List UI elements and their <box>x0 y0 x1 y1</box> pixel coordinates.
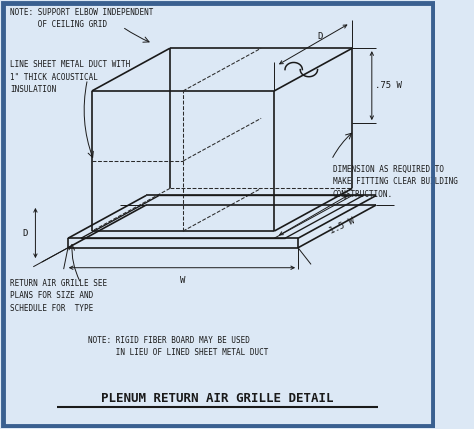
Text: D: D <box>318 32 323 41</box>
Text: NOTE: SUPPORT ELBOW INDEPENDENT
      OF CEILING GRID: NOTE: SUPPORT ELBOW INDEPENDENT OF CEILI… <box>10 8 154 29</box>
Text: LINE SHEET METAL DUCT WITH
1" THICK ACOUSTICAL
INSULATION: LINE SHEET METAL DUCT WITH 1" THICK ACOU… <box>10 60 130 94</box>
Text: W: W <box>180 276 186 285</box>
Text: DIMENSION AS REQUIRED TO
MAKE FITTING CLEAR BUILDING
CONSTRUCTION.: DIMENSION AS REQUIRED TO MAKE FITTING CL… <box>333 165 457 199</box>
Text: NOTE: RIGID FIBER BOARD MAY BE USED
      IN LIEU OF LINED SHEET METAL DUCT: NOTE: RIGID FIBER BOARD MAY BE USED IN L… <box>88 335 268 357</box>
Text: .75 W: .75 W <box>375 81 402 90</box>
Text: PLENUM RETURN AIR GRILLE DETAIL: PLENUM RETURN AIR GRILLE DETAIL <box>101 393 334 405</box>
Text: RETURN AIR GRILLE SEE
PLANS FOR SIZE AND
SCHEDULE FOR  TYPE: RETURN AIR GRILLE SEE PLANS FOR SIZE AND… <box>10 279 108 313</box>
Text: 1.5 W: 1.5 W <box>328 217 356 236</box>
Text: D: D <box>22 229 27 238</box>
